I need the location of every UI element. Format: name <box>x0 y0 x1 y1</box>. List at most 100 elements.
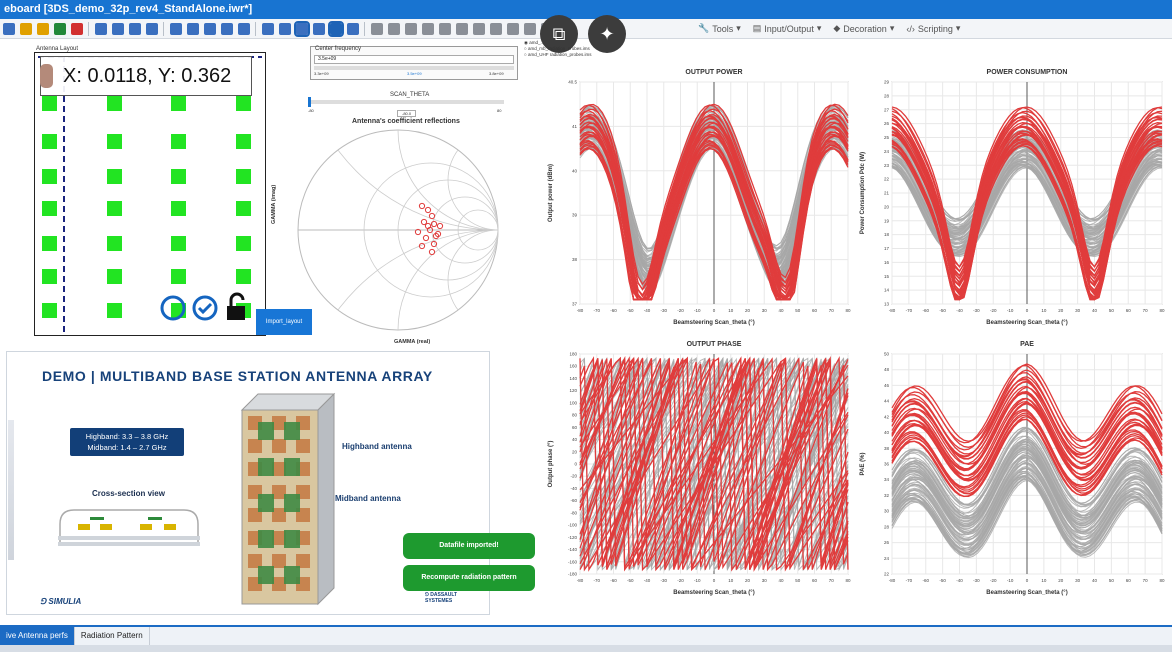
cursor-marker[interactable] <box>40 64 53 88</box>
lock-icon[interactable] <box>327 20 344 37</box>
antenna-element[interactable] <box>42 134 57 149</box>
file-option[interactable]: ○ amd_UHF radiation_probes.ims <box>524 52 592 57</box>
save-icon[interactable] <box>19 22 32 35</box>
y-tick-label: 26 <box>884 540 890 545</box>
duplicate-icon[interactable] <box>506 22 519 35</box>
antenna-element[interactable] <box>236 269 251 284</box>
antenna-element[interactable] <box>171 169 186 184</box>
import-layout-button[interactable]: Import_layout <box>256 309 312 335</box>
close-icon[interactable] <box>70 22 83 35</box>
slider-thumb[interactable] <box>308 97 311 107</box>
layer-down-icon[interactable] <box>438 22 451 35</box>
refresh-icon[interactable] <box>261 22 274 35</box>
antenna-element[interactable] <box>171 269 186 284</box>
open-external-button[interactable]: ⧉ <box>540 15 578 53</box>
file-option[interactable]: ◉ amd_... <box>524 40 545 45</box>
antenna-element[interactable] <box>107 269 122 284</box>
antenna-element[interactable] <box>236 201 251 216</box>
antenna-element[interactable] <box>42 269 57 284</box>
layers-icon[interactable] <box>203 22 216 35</box>
reflection-point[interactable] <box>434 230 442 238</box>
recompute-radiation-button[interactable]: Recompute radiation pattern <box>403 565 535 591</box>
antenna-element[interactable] <box>42 236 57 251</box>
camera-icon[interactable] <box>128 22 141 35</box>
file-option[interactable]: ○ amd_mb_radiation_probes.ims <box>524 46 590 51</box>
pointer-icon[interactable] <box>312 22 325 35</box>
reflection-point[interactable] <box>418 202 426 210</box>
antenna-element[interactable] <box>107 134 122 149</box>
window-icon[interactable] <box>346 22 359 35</box>
arrow-left-icon[interactable] <box>455 22 468 35</box>
grid-toggle-icon[interactable] <box>293 20 310 37</box>
target-icon[interactable] <box>160 295 186 321</box>
antenna-element[interactable] <box>107 236 122 251</box>
antenna-element[interactable] <box>42 169 57 184</box>
reflection-point[interactable] <box>414 228 422 236</box>
antenna-element[interactable] <box>42 96 57 111</box>
cut-icon[interactable] <box>387 22 400 35</box>
antenna-element[interactable] <box>42 201 57 216</box>
antenna-element[interactable] <box>42 303 57 318</box>
reflection-point[interactable] <box>428 248 436 256</box>
antenna-element[interactable] <box>236 236 251 251</box>
reflection-point[interactable] <box>424 222 432 230</box>
frequency-slider[interactable] <box>314 66 514 70</box>
reflection-point[interactable] <box>430 240 438 248</box>
scan-theta-slider[interactable] <box>308 97 504 107</box>
pae-chart[interactable]: PAE -80 -70 -60 -50 -40 -30 -20 -10 0 10 20 30 40 50 60… <box>852 336 1168 604</box>
antenna-element[interactable] <box>171 236 186 251</box>
smith-chart[interactable] <box>282 126 526 346</box>
tools-menu[interactable]: 🔧 Tools ▾ <box>698 23 741 34</box>
grid-icon[interactable] <box>169 22 182 35</box>
datafile-imported-button[interactable]: Datafile imported! <box>403 533 535 559</box>
input-output-menu[interactable]: ▤ Input/Output ▾ <box>753 23 822 34</box>
reflection-point[interactable] <box>436 222 444 230</box>
document-icon[interactable] <box>237 22 250 35</box>
reflection-point[interactable] <box>420 218 428 226</box>
scan-value-field[interactable]: -80.0 <box>397 110 417 117</box>
print-icon[interactable] <box>94 22 107 35</box>
page-icon[interactable] <box>220 22 233 35</box>
sparkle-button[interactable]: ✦ <box>588 15 626 53</box>
frequency-value-field[interactable]: 3.5e+09 <box>314 55 514 64</box>
reflection-point[interactable] <box>418 242 426 250</box>
output-phase-chart[interactable]: OUTPUT PHASE-80 -70 -60 -50 -40 -30 -20 -10 0 10 2… <box>540 336 854 604</box>
antenna-element[interactable] <box>236 96 251 111</box>
delete-icon[interactable] <box>489 22 502 35</box>
antenna-element[interactable] <box>171 134 186 149</box>
unlock-icon[interactable] <box>227 306 245 320</box>
antenna-element[interactable] <box>107 96 122 111</box>
check-icon[interactable] <box>192 295 218 321</box>
reflection-point[interactable] <box>422 234 430 242</box>
reflection-point[interactable] <box>432 232 440 240</box>
image-icon[interactable] <box>145 22 158 35</box>
tab-antenna-perfs[interactable]: ive Antenna perfs <box>0 627 75 645</box>
folder-icon[interactable] <box>2 22 15 35</box>
antenna-element[interactable] <box>236 134 251 149</box>
sync-icon[interactable] <box>278 22 291 35</box>
align-icon[interactable] <box>523 22 536 35</box>
antenna-element[interactable] <box>171 201 186 216</box>
antenna-element[interactable] <box>107 303 122 318</box>
reflection-point[interactable] <box>430 220 438 228</box>
scripting-menu[interactable]: ‹/› Scripting ▾ <box>906 23 960 34</box>
output-power-chart[interactable]: OUTPUT POWER -80 -70 -60 -50 -40 -30 -20 -10 0 10 2… <box>540 64 854 334</box>
save-as-icon[interactable] <box>36 22 49 35</box>
layout-icon[interactable] <box>186 22 199 35</box>
antenna-element[interactable] <box>236 169 251 184</box>
antenna-element[interactable] <box>107 169 122 184</box>
export-icon[interactable] <box>53 22 66 35</box>
power-consumption-chart[interactable]: POWER CONSUMPTION -80 -70 -60 -50 -40 -30 -20 -1… <box>852 64 1168 334</box>
paste-icon[interactable] <box>404 22 417 35</box>
antenna-layout-canvas[interactable] <box>34 52 266 336</box>
pdf-icon[interactable] <box>111 22 124 35</box>
antenna-element[interactable] <box>171 96 186 111</box>
tab-radiation-pattern[interactable]: Radiation Pattern <box>75 627 150 645</box>
decoration-menu[interactable]: ◆ Decoration ▾ <box>833 23 894 34</box>
reflection-point[interactable] <box>428 212 436 220</box>
antenna-element[interactable] <box>107 201 122 216</box>
arrow-right-icon[interactable] <box>472 22 485 35</box>
copy-icon[interactable] <box>370 22 383 35</box>
layer-up-icon[interactable] <box>421 22 434 35</box>
reflection-point[interactable] <box>424 206 432 214</box>
